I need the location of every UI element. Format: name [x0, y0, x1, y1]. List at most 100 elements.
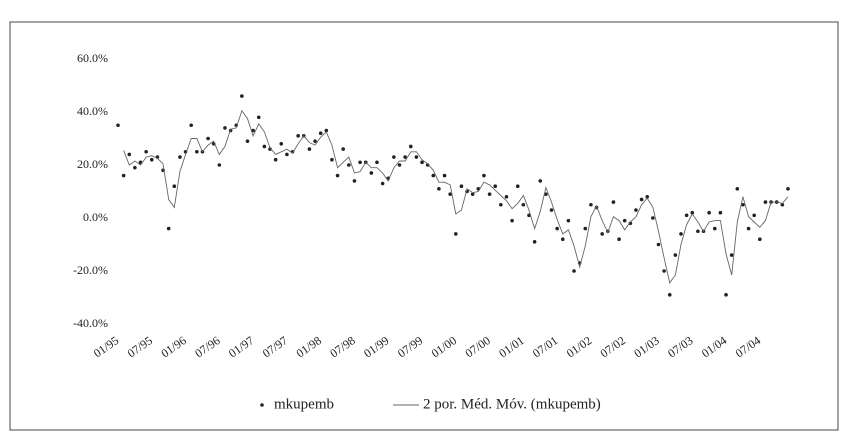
data-point — [408, 144, 413, 149]
data-point — [560, 237, 565, 241]
x-tick-label: 07/97 — [260, 333, 290, 360]
x-tick-label: 07/98 — [327, 333, 357, 360]
x-tick-label: 07/99 — [395, 333, 425, 360]
data-point — [178, 155, 182, 159]
data-point — [589, 202, 593, 207]
data-point — [651, 216, 655, 220]
legend-label: mkupemb — [274, 396, 334, 412]
data-point — [628, 221, 633, 226]
x-tick-label: 01/96 — [158, 333, 188, 360]
data-point — [617, 237, 621, 241]
data-point — [673, 253, 678, 257]
data-point — [656, 242, 661, 247]
data-point — [279, 142, 284, 146]
data-point — [144, 149, 148, 154]
data-point — [470, 192, 475, 196]
data-point — [690, 210, 695, 215]
data-point — [566, 218, 571, 223]
data-point — [133, 165, 137, 170]
data-point — [611, 200, 616, 204]
data-point — [330, 157, 334, 162]
data-point — [375, 160, 379, 165]
data-point — [454, 232, 458, 236]
data-point — [752, 213, 756, 218]
data-point — [729, 253, 734, 257]
data-point — [296, 134, 300, 138]
x-tick-label: 07/04 — [733, 333, 763, 360]
data-point — [403, 155, 407, 159]
x-tick-label: 01/03 — [631, 333, 661, 360]
data-point — [245, 139, 250, 143]
data-point — [149, 157, 154, 162]
data-point — [392, 155, 396, 159]
data-point — [217, 163, 222, 167]
data-point — [437, 187, 441, 191]
data-point — [746, 226, 751, 231]
data-point — [684, 213, 689, 218]
data-point — [735, 187, 740, 191]
data-point — [347, 163, 351, 167]
y-tick-label: -40.0% — [73, 316, 108, 330]
data-point — [741, 202, 745, 207]
x-tick-label: 07/01 — [530, 333, 560, 360]
y-tick-label: 20.0% — [77, 157, 108, 171]
data-point — [380, 181, 385, 186]
data-point — [487, 192, 492, 196]
data-point — [352, 179, 357, 183]
data-point — [493, 184, 498, 188]
data-point — [482, 173, 486, 178]
data-point — [307, 147, 312, 151]
data-point — [712, 226, 717, 231]
data-point — [223, 126, 227, 130]
data-point — [425, 163, 430, 167]
data-point — [318, 131, 323, 135]
data-point — [572, 269, 576, 273]
data-point — [521, 202, 526, 207]
data-point — [251, 128, 255, 133]
legend-label: 2 por. Méd. Móv. (mkupemb) — [423, 396, 601, 412]
data-point — [285, 152, 289, 157]
data-point — [786, 187, 790, 191]
data-point — [172, 184, 177, 188]
data-point — [324, 128, 329, 133]
x-tick-label: 01/99 — [361, 333, 391, 360]
x-tick-label: 01/02 — [564, 333, 594, 360]
x-tick-label: 01/97 — [226, 333, 256, 360]
data-point — [420, 160, 424, 165]
data-point — [510, 218, 514, 223]
moving-average-line — [123, 109, 789, 284]
x-tick-label: 01/04 — [699, 333, 729, 360]
data-point — [679, 232, 683, 236]
data-point — [707, 210, 711, 215]
data-point — [369, 171, 374, 175]
data-point — [442, 173, 447, 178]
data-point — [256, 115, 261, 120]
chart-border — [9, 21, 839, 431]
x-tick-label: 07/95 — [125, 333, 155, 360]
data-point — [724, 293, 728, 297]
data-point — [431, 173, 436, 178]
y-tick-label: -20.0% — [73, 263, 108, 277]
data-point — [189, 123, 193, 128]
legend-marker — [260, 403, 264, 407]
y-tick-label: 40.0% — [77, 104, 108, 118]
data-point — [622, 218, 627, 223]
y-tick-label: 60.0% — [77, 51, 108, 65]
data-point — [116, 123, 120, 128]
x-tick-label: 07/03 — [665, 333, 695, 360]
data-point — [313, 139, 317, 143]
data-point — [639, 197, 644, 202]
x-tick-label: 07/02 — [598, 333, 628, 360]
data-point — [780, 202, 785, 207]
data-point — [358, 160, 362, 165]
data-point — [583, 226, 588, 231]
data-point — [414, 155, 419, 159]
data-point — [515, 184, 520, 188]
y-tick-label: 0.0% — [83, 210, 108, 224]
x-tick-label: 07/96 — [192, 333, 222, 360]
data-point — [600, 232, 604, 236]
data-point — [696, 229, 700, 234]
data-point — [549, 208, 554, 212]
data-point — [538, 179, 543, 183]
